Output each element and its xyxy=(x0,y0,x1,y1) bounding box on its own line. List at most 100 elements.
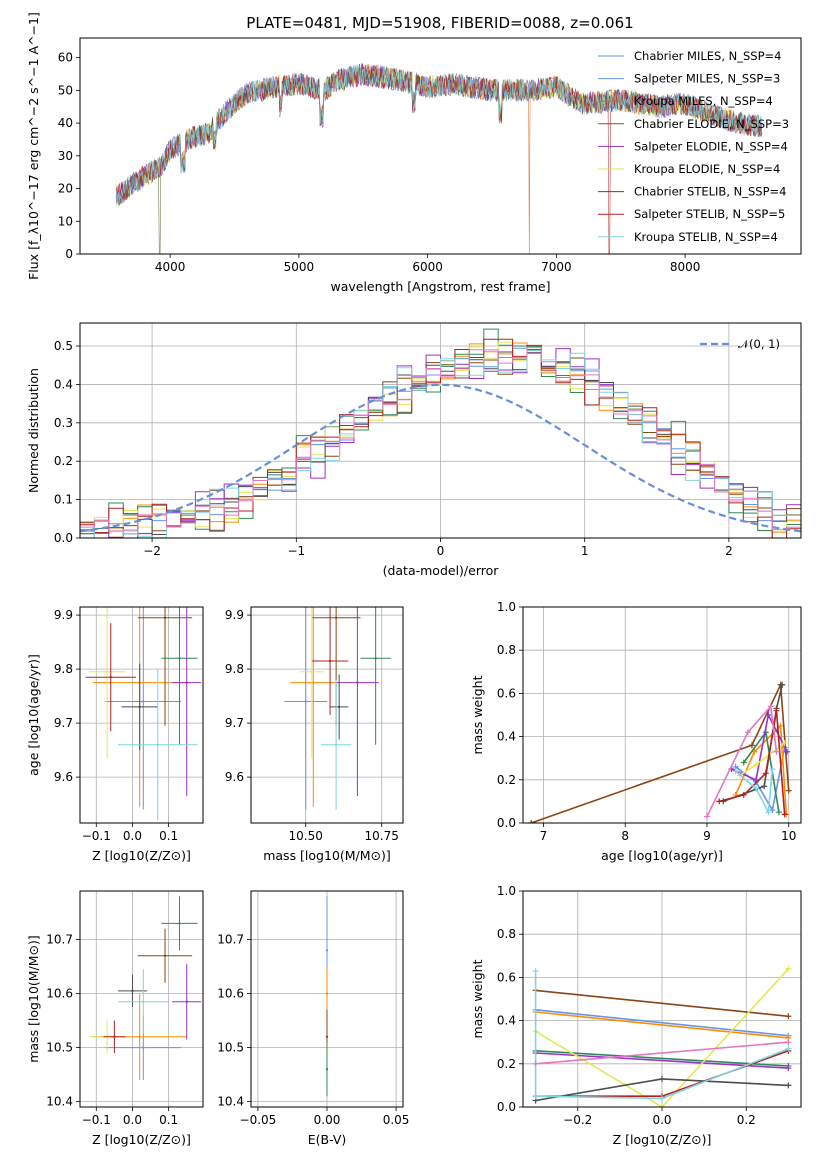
y-tick-label: 1.0 xyxy=(497,884,516,898)
weight-marker xyxy=(773,707,780,714)
data-point xyxy=(142,700,145,703)
x-tick-label: 5000 xyxy=(284,260,315,274)
y-tick-label: 10.6 xyxy=(217,987,244,1001)
legend-entry: Kroupa MILES, N_SSP=4 xyxy=(634,94,773,108)
weight-marker xyxy=(762,770,769,777)
weight-marker xyxy=(532,1060,539,1067)
weight-marker xyxy=(532,1093,539,1100)
data-point xyxy=(113,1035,116,1039)
axes-frame xyxy=(250,606,404,824)
weight-marker xyxy=(753,761,760,768)
y-tick-label: 10 xyxy=(58,214,73,228)
y-tick-label: 9.7 xyxy=(225,716,244,730)
x-axis-label: Z [log10(Z/Z⊙)] xyxy=(92,848,191,863)
y-tick-label: 0.2 xyxy=(497,773,516,787)
plot-area-residuals xyxy=(80,328,801,538)
y-tick-label: 10.5 xyxy=(217,1041,244,1055)
legend-entry: Salpeter MILES, N_SSP=3 xyxy=(634,72,780,86)
data-point xyxy=(325,949,329,952)
legend-entry: Salpeter STELIB, N_SSP=5 xyxy=(634,207,785,221)
x-tick-label: 0.2 xyxy=(737,1113,756,1127)
data-point xyxy=(185,681,188,684)
data-point xyxy=(131,989,134,993)
y-tick-label: 9.6 xyxy=(54,770,73,784)
x-tick-label: 8000 xyxy=(670,260,701,274)
x-tick-label: −0.2 xyxy=(563,1113,592,1127)
data-point xyxy=(337,705,341,709)
y-tick-label: 0.3 xyxy=(54,416,73,430)
axes-frame xyxy=(79,606,204,824)
data-point xyxy=(325,992,329,995)
data-point xyxy=(163,616,167,619)
x-tick-label: 0.1 xyxy=(159,829,178,843)
x-tick-label: 0.0 xyxy=(652,1113,671,1127)
histogram-series xyxy=(80,346,801,532)
x-tick-label: 10 xyxy=(781,829,796,843)
y-tick-label: 0.0 xyxy=(54,531,73,545)
data-point xyxy=(142,1046,145,1049)
x-tick-label: 0.0 xyxy=(123,1113,142,1127)
weight-marker xyxy=(532,967,539,974)
weight-marker xyxy=(761,783,768,790)
plot-area-mass-vs-Z xyxy=(89,896,202,1080)
data-point xyxy=(109,676,112,679)
weight-line xyxy=(535,989,789,1018)
y-tick-label: 30 xyxy=(58,149,73,163)
histogram-series xyxy=(80,350,801,538)
chart-title: PLATE=0481, MJD=51908, FIBERID=0088, z=0… xyxy=(246,14,633,32)
weight-marker xyxy=(740,791,747,798)
y-tick-label: 0 xyxy=(65,247,73,261)
y-tick-label: 9.6 xyxy=(225,770,244,784)
weight-marker xyxy=(740,759,747,766)
y-tick-label: 9.8 xyxy=(54,662,73,676)
y-tick-label: 9.8 xyxy=(225,662,244,676)
x-tick-label: −0.1 xyxy=(82,1113,111,1127)
weight-marker xyxy=(769,807,776,814)
data-point xyxy=(163,954,167,957)
y-tick-label: 0.4 xyxy=(497,1014,516,1028)
y-axis-label: mass [log10(M/M⊙)] xyxy=(26,935,41,1063)
weight-marker xyxy=(528,820,535,823)
y-tick-label: 10.4 xyxy=(217,1095,244,1109)
y-tick-label: 20 xyxy=(58,182,73,196)
weight-marker xyxy=(784,748,791,755)
x-tick-label: 0.1 xyxy=(159,1113,178,1127)
legend-entry: Kroupa ELODIE, N_SSP=4 xyxy=(634,162,780,176)
y-tick-label: 9.9 xyxy=(225,608,244,622)
y-tick-label: 0.6 xyxy=(497,686,516,700)
weight-line xyxy=(535,1050,789,1067)
weight-marker xyxy=(775,809,782,816)
y-tick-label: 10.7 xyxy=(46,933,73,947)
data-point xyxy=(142,1000,145,1003)
axes-frame xyxy=(79,37,802,255)
x-axis-label: (data-model)/error xyxy=(383,563,500,578)
weight-marker xyxy=(748,742,755,749)
data-point xyxy=(138,705,141,709)
y-tick-label: 10.5 xyxy=(46,1041,73,1055)
weight-marker xyxy=(785,1045,792,1052)
weight-line xyxy=(706,704,778,817)
x-axis-label: age [log10(age/yr)] xyxy=(601,848,723,863)
data-point xyxy=(138,1035,141,1039)
y-tick-label: 9.7 xyxy=(54,716,73,730)
weight-marker xyxy=(779,681,786,688)
spectrum-line xyxy=(115,63,763,254)
y-tick-label: 0.4 xyxy=(497,730,516,744)
plot-area-mass-vs-ebv xyxy=(325,896,329,1097)
weight-marker xyxy=(732,768,739,775)
y-tick-label: 0.1 xyxy=(54,493,73,507)
axes-frame xyxy=(250,890,404,1108)
weight-marker xyxy=(785,965,792,972)
legend-entry: Chabrier MILES, N_SSP=4 xyxy=(634,49,781,63)
x-tick-label: −1 xyxy=(287,544,305,558)
y-tick-label: 0.6 xyxy=(497,970,516,984)
legend-entry: Kroupa STELIB, N_SSP=4 xyxy=(634,230,778,244)
y-tick-label: 10.7 xyxy=(217,933,244,947)
legend-entry: Salpeter ELODIE, N_SSP=4 xyxy=(634,139,788,153)
weight-marker xyxy=(744,729,751,736)
data-point xyxy=(105,670,109,673)
weight-marker xyxy=(785,1013,792,1020)
x-axis-label: E(B-V) xyxy=(308,1132,347,1147)
weight-marker xyxy=(765,712,772,718)
